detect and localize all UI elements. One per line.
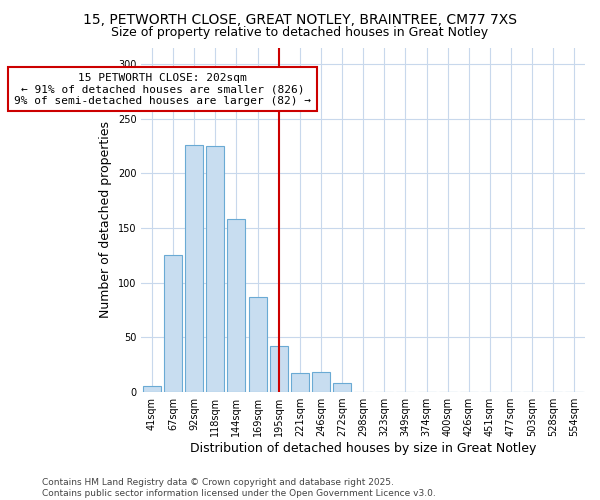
Y-axis label: Number of detached properties: Number of detached properties	[100, 122, 112, 318]
Bar	[164, 256, 182, 392]
Bar	[185, 145, 203, 392]
Bar	[269, 346, 287, 392]
Bar	[312, 372, 330, 392]
Bar	[206, 146, 224, 392]
Bar	[333, 384, 351, 392]
Bar	[227, 219, 245, 392]
X-axis label: Distribution of detached houses by size in Great Notley: Distribution of detached houses by size …	[190, 442, 536, 455]
Bar	[291, 374, 309, 392]
Bar	[143, 386, 161, 392]
Bar	[248, 297, 266, 392]
Text: Size of property relative to detached houses in Great Notley: Size of property relative to detached ho…	[112, 26, 488, 39]
Text: 15, PETWORTH CLOSE, GREAT NOTLEY, BRAINTREE, CM77 7XS: 15, PETWORTH CLOSE, GREAT NOTLEY, BRAINT…	[83, 12, 517, 26]
Text: Contains HM Land Registry data © Crown copyright and database right 2025.
Contai: Contains HM Land Registry data © Crown c…	[42, 478, 436, 498]
Text: 15 PETWORTH CLOSE: 202sqm
← 91% of detached houses are smaller (826)
9% of semi-: 15 PETWORTH CLOSE: 202sqm ← 91% of detac…	[14, 72, 311, 106]
